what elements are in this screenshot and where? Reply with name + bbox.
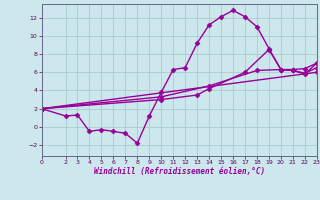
X-axis label: Windchill (Refroidissement éolien,°C): Windchill (Refroidissement éolien,°C) [94, 167, 265, 176]
